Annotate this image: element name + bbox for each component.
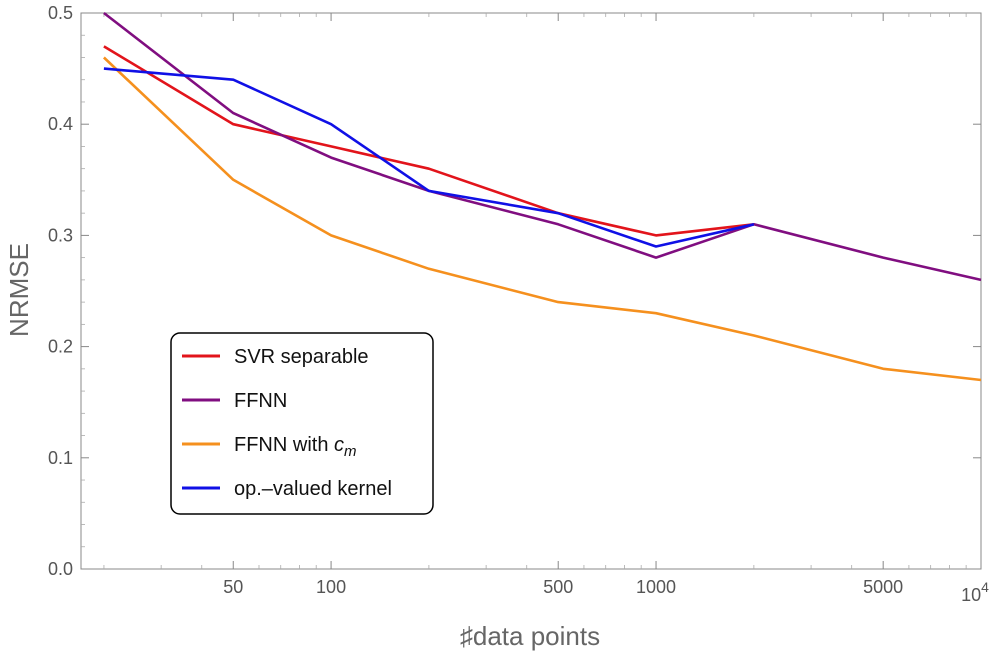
x-tick-label-base: 10: [961, 585, 981, 605]
legend-label-ffnn-cm-text: FFNN with: [234, 434, 334, 456]
y-tick-label: 0.3: [48, 225, 73, 245]
legend-label-svr: SVR separable: [234, 346, 369, 368]
legend-box: [170, 332, 434, 515]
x-tick-label: 1000: [636, 577, 676, 597]
series-line-svr-separable: [103, 45, 755, 237]
series-lines: [103, 11, 982, 382]
x-tick-label: 50: [223, 577, 243, 597]
x-tick-label: 500: [543, 577, 573, 597]
legend-label-opkernel: op.–valued kernel: [234, 478, 392, 500]
x-tick-label-exp: 4: [981, 579, 989, 595]
y-tick-label: 0.4: [48, 114, 73, 134]
legend-label-ffnn-cm-sub: m: [344, 443, 357, 460]
series-line-ffnn: [103, 11, 982, 282]
x-tick-label-10e4: 104: [961, 579, 989, 605]
y-axis: 0.0 0.1 0.2 0.3 0.4 0.5: [48, 3, 981, 579]
y-tick-label: 0.0: [48, 559, 73, 579]
x-tick-label: 100: [316, 577, 346, 597]
y-axis-title: NRMSE: [4, 243, 34, 337]
legend: SVR separable FFNN FFNN with cm op.–valu…: [170, 332, 434, 515]
series-line-op-valued-kernel: [103, 67, 755, 248]
y-tick-label: 0.2: [48, 337, 73, 357]
x-tick-label: 5000: [863, 577, 903, 597]
x-axis-title: ♯data points: [460, 621, 600, 651]
legend-label-ffnn-cm-base: c: [334, 434, 344, 456]
legend-label-ffnn-cm: FFNN with cm: [234, 434, 357, 460]
y-tick-label: 0.1: [48, 448, 73, 468]
series-line-ffnn-cm: [103, 56, 982, 382]
legend-label-ffnn: FFNN: [234, 390, 287, 412]
y-tick-label: 0.5: [48, 3, 73, 23]
x-axis: 50 100 500 1000 5000 104: [103, 13, 989, 605]
